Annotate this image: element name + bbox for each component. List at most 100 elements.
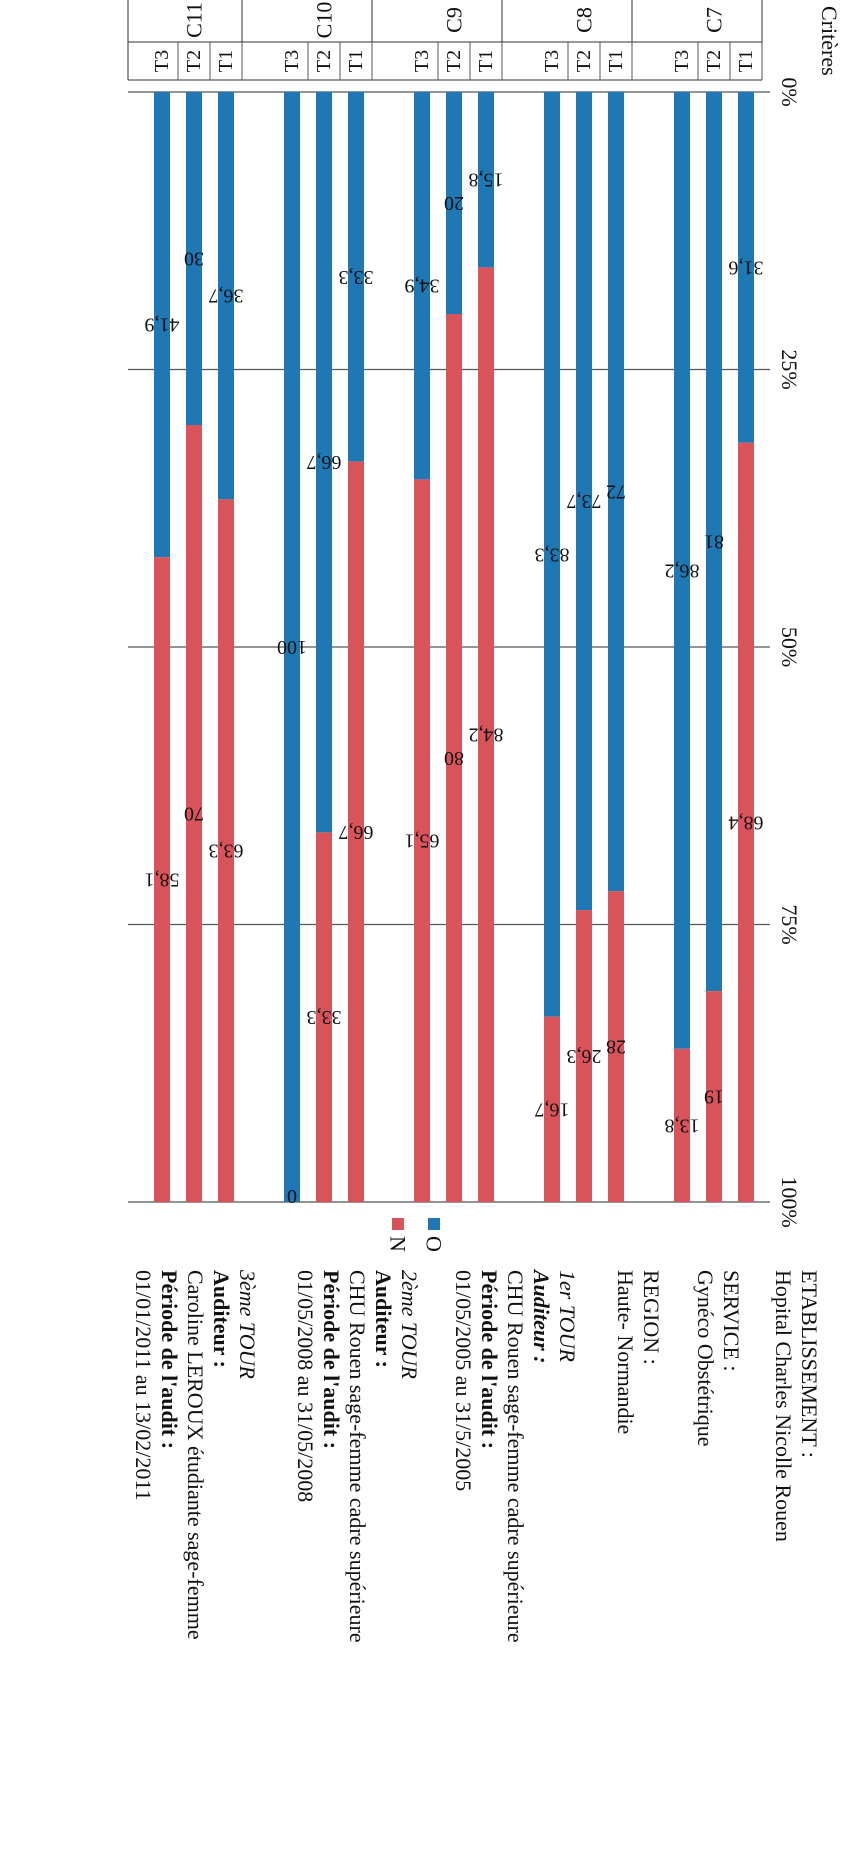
data-label-oui: 72 — [606, 481, 626, 503]
bar-oui — [348, 92, 364, 462]
group-label: C9 — [442, 7, 467, 33]
data-label-non: 65,1 — [405, 830, 440, 852]
data-label-non: 70 — [184, 803, 204, 825]
axis-title: Critères — [817, 6, 842, 76]
data-label-non: 84,2 — [469, 724, 504, 746]
data-label-oui: 41,9 — [145, 314, 180, 336]
row-label: T3 — [671, 50, 693, 72]
tour-title: 3ème TOUR — [235, 1270, 260, 1379]
etablissement-value: Hopital Charles Nicolle Rouen — [771, 1270, 796, 1542]
row-label: T1 — [215, 50, 237, 72]
bar-non — [186, 425, 202, 1202]
data-label-non: 63,3 — [209, 840, 244, 862]
auditeur-label: Auditeur : — [371, 1270, 396, 1368]
row-label: T3 — [151, 50, 173, 72]
legend-swatch — [392, 1218, 404, 1230]
bar-oui — [478, 92, 494, 268]
row-label: T2 — [703, 50, 725, 72]
group-label: C7 — [702, 7, 727, 33]
x-tick-label: 0% — [777, 77, 802, 106]
periode-value: 01/01/2011 au 13/02/2011 — [131, 1270, 156, 1501]
tour-title: 2ème TOUR — [397, 1270, 422, 1379]
row-label: T3 — [541, 50, 563, 72]
row-label: T2 — [183, 50, 205, 72]
x-tick-label: 100% — [777, 1176, 802, 1227]
row-label: T2 — [443, 50, 465, 72]
row-label: T1 — [735, 50, 757, 72]
data-label-non: 26,3 — [567, 1045, 602, 1067]
bar-non — [478, 267, 494, 1202]
bar-oui — [316, 92, 332, 833]
periode-value: 01/05/2005 au 31/5/2005 — [451, 1270, 476, 1492]
bar-non — [348, 461, 364, 1202]
auditeur-label: Auditeur : — [529, 1270, 554, 1364]
data-label-oui: 73,7 — [567, 490, 602, 512]
bar-non — [446, 314, 462, 1202]
region-block: REGION : Haute- Normandie — [612, 1270, 664, 1434]
bar-oui — [284, 92, 300, 1202]
legend-label: NON — [386, 1236, 411, 1252]
data-label-non: 80 — [444, 747, 464, 769]
region-label: REGION : — [639, 1270, 664, 1365]
tour-2-block: 2ème TOUR Auditeur : CHU Rouen sage-femm… — [292, 1270, 422, 1643]
legend-label: OUI — [422, 1236, 447, 1252]
data-label-non: 68,4 — [729, 811, 764, 833]
bar-oui — [186, 92, 202, 425]
bar-oui — [576, 92, 592, 911]
bar-non — [576, 910, 592, 1202]
data-label-oui: 81 — [704, 531, 724, 553]
auditeur-label: Auditeur : — [209, 1270, 234, 1368]
auditeur-value: CHU Rouen sage-femme cadre supérieure — [345, 1270, 370, 1643]
bar-oui — [446, 92, 462, 314]
x-tick-label: 75% — [777, 904, 802, 944]
bar-non — [218, 499, 234, 1202]
service-label: SERVICE : — [719, 1270, 744, 1372]
service-value: Gynéco Obstétrique — [693, 1270, 718, 1447]
data-label-non: 16,7 — [535, 1098, 570, 1120]
auditeur-value: CHU Rouen sage-femme cadre supérieure — [503, 1270, 528, 1643]
bar-non — [608, 891, 624, 1202]
bar-oui — [218, 92, 234, 500]
data-label-oui: 20 — [444, 192, 464, 214]
stacked-bar-chart: Critères 0% 25% 50% 75% 100% C7 C8 C9 C10 C11 T1 31,… — [127, 0, 842, 1252]
periode-label: Période de l'audit : — [157, 1270, 182, 1450]
tour-3-block: 3ème TOUR Auditeur : Caroline LEROUX étu… — [130, 1270, 260, 1640]
data-label-oui: 100 — [277, 636, 307, 658]
data-label-non: 0 — [287, 1185, 297, 1207]
tour-title: 1er TOUR — [555, 1270, 580, 1362]
data-label-non: 13,8 — [665, 1114, 700, 1136]
legend-swatch — [428, 1218, 440, 1230]
bar-oui — [608, 92, 624, 892]
data-label-oui: 34,9 — [405, 275, 440, 297]
row-label: T3 — [411, 50, 433, 72]
group-label: C10 — [312, 2, 337, 39]
group-label: C11 — [182, 2, 207, 38]
data-label-oui: 66,7 — [307, 451, 342, 473]
data-label-non: 28 — [606, 1036, 626, 1058]
data-label-non: 33,3 — [307, 1006, 342, 1028]
bar-non — [674, 1048, 690, 1202]
row-label: T1 — [345, 50, 367, 72]
data-label-oui: 15,8 — [469, 169, 504, 191]
etablissement-label: ETABLISSEMENT : — [797, 1270, 822, 1458]
bar-oui — [738, 92, 754, 443]
periode-label: Période de l'audit : — [477, 1270, 502, 1450]
data-label-oui: 86,2 — [665, 559, 700, 581]
x-tick-label: 50% — [777, 627, 802, 667]
periode-value: 01/05/2008 au 31/05/2008 — [293, 1270, 318, 1503]
row-label: T3 — [281, 50, 303, 72]
bar-oui — [154, 92, 170, 558]
bar-oui — [414, 92, 430, 480]
row-label: T2 — [573, 50, 595, 72]
data-label-oui: 36,7 — [209, 285, 244, 307]
data-label-oui: 83,3 — [535, 543, 570, 565]
bar-oui — [674, 92, 690, 1049]
bar-non — [706, 991, 722, 1202]
bar-oui — [544, 92, 560, 1017]
data-label-oui: 30 — [184, 248, 204, 270]
group-label: C8 — [572, 7, 597, 33]
service-block: SERVICE : Gynéco Obstétrique — [692, 1270, 744, 1447]
auditeur-value: Caroline LEROUX étudiante sage-femme — [183, 1270, 208, 1640]
row-label: T2 — [313, 50, 335, 72]
